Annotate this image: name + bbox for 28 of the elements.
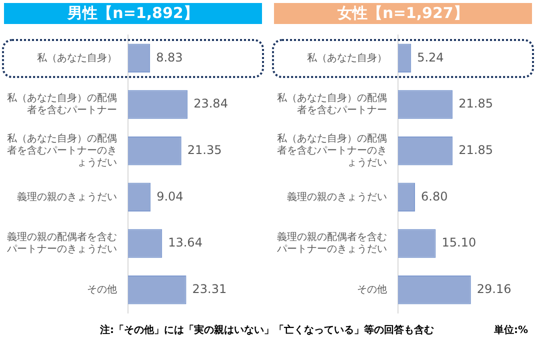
y-tick-label: 私（あなた自身）の配偶者を含むパートナー xyxy=(277,92,387,116)
data-label: 9.04 xyxy=(156,189,184,204)
y-tick-label: 義理の親の配偶者を含むパートナーのきょうだい xyxy=(276,231,387,256)
data-label: 29.16 xyxy=(476,282,512,296)
y-tick-label: 義理の親の配偶者を含むパートナーのきょうだい xyxy=(6,231,117,256)
data-label: 21.35 xyxy=(187,142,222,157)
data-label: 6.80 xyxy=(421,189,448,204)
text: 注:「その他」には「実の親はいない」「亡くなっている」等の回答も含む xyxy=(100,323,434,337)
chart-title: 男性【n=1,892】 xyxy=(4,3,262,24)
y-tick-label: その他 xyxy=(87,283,117,296)
data-label: 23.84 xyxy=(194,96,228,111)
y-tick-label: 私（あなた自身）の配偶者を含むパートナー xyxy=(7,92,117,116)
y-tick-label: その他 xyxy=(357,283,387,296)
data-label: 15.10 xyxy=(442,236,476,250)
text: 単位:% xyxy=(494,324,528,337)
chart-title: 女性【n=1,927】 xyxy=(274,3,532,24)
y-tick-label: 私（あなた自身） xyxy=(307,52,387,64)
y-tick-label: 義理の親のきょうだい xyxy=(17,190,117,203)
y-tick-label: 義理の親のきょうだい xyxy=(287,190,387,203)
data-label: 21.85 xyxy=(458,142,493,157)
data-label: 5.24 xyxy=(417,50,444,64)
data-label: 21.85 xyxy=(458,96,493,111)
data-label: 13.64 xyxy=(168,236,202,250)
y-tick-label: 私（あなた自身）の配偶者を含むパートナーのきょうだい xyxy=(7,132,117,168)
data-label: 8.83 xyxy=(156,50,183,64)
y-tick-label: 私（あなた自身）の配偶者を含むパートナーのきょうだい xyxy=(277,132,387,168)
y-tick-label: 私（あなた自身） xyxy=(37,52,117,64)
data-label: 23.31 xyxy=(192,282,227,296)
